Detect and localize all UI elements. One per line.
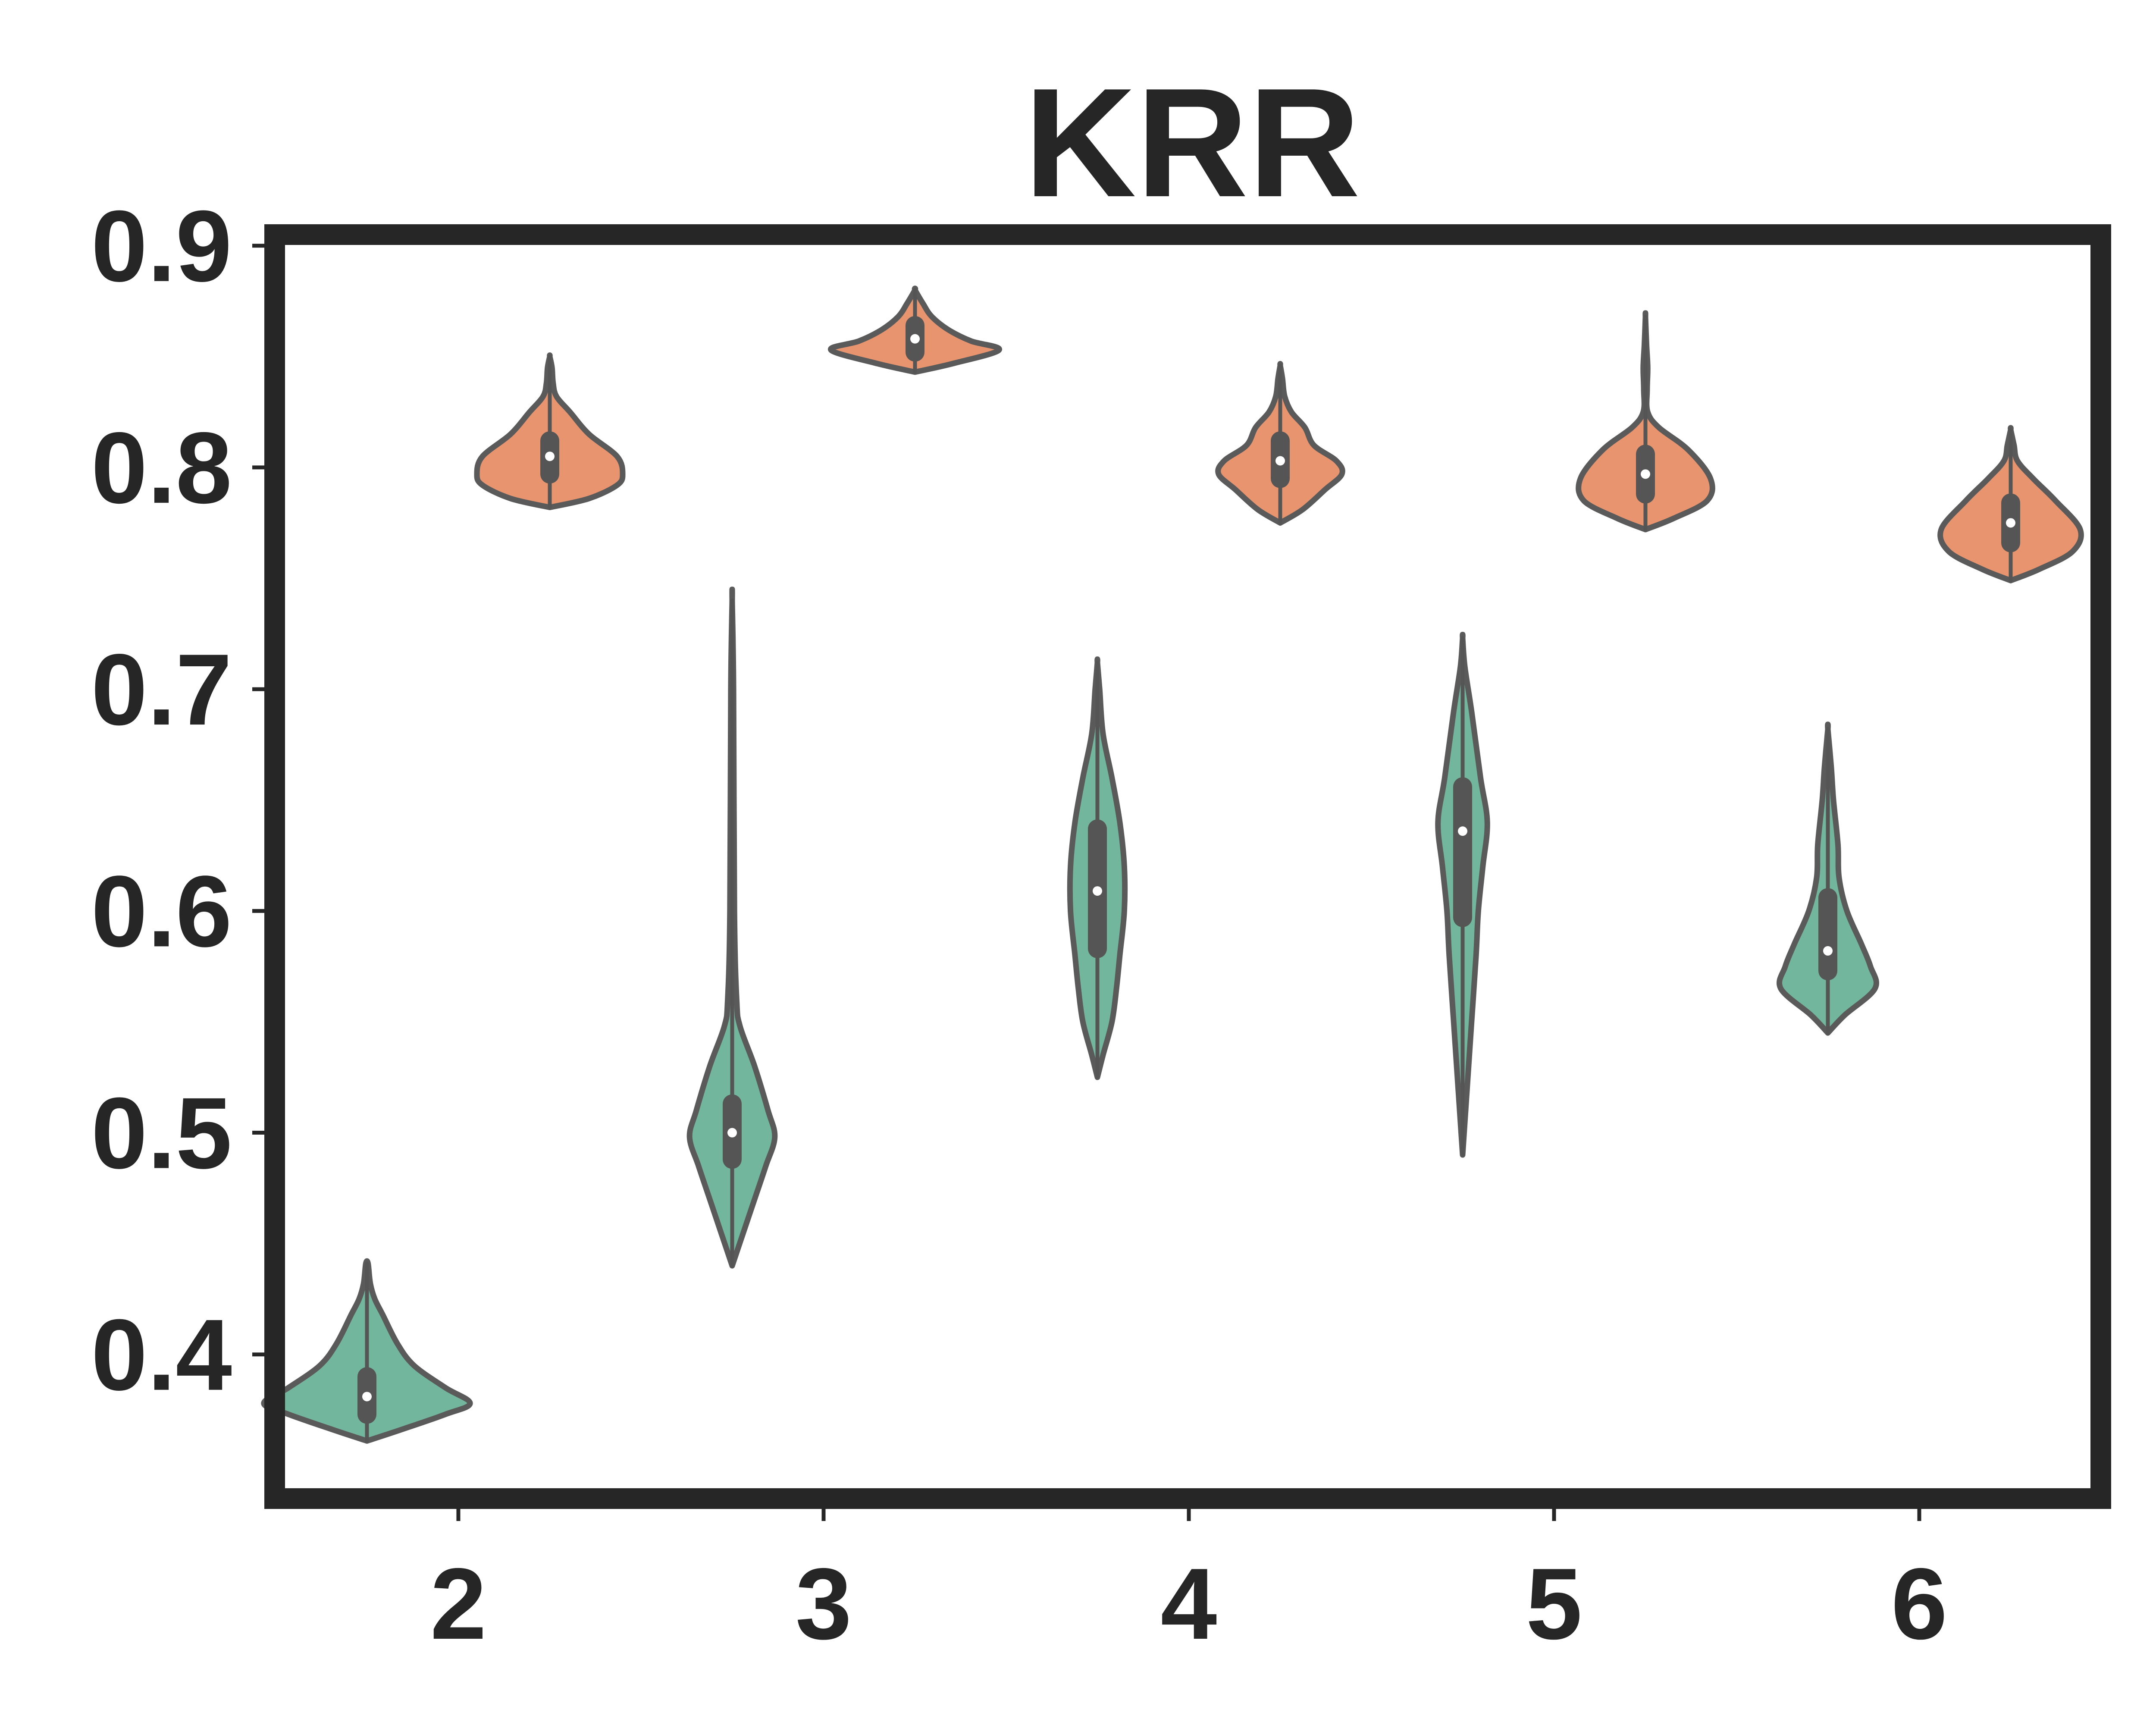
x-tick-label: 4 (1161, 1547, 1217, 1660)
x-tick-label: 5 (1526, 1547, 1583, 1660)
plot-frame (264, 224, 2111, 1509)
violin-6-s1-median-dot (1823, 946, 1833, 956)
violin-3-s1-median-dot (727, 1128, 737, 1138)
violin-2-s1-median-dot (362, 1392, 372, 1402)
plot-area (261, 285, 2084, 1444)
violin-6-s2-median-dot (2006, 518, 2015, 528)
violin-5-s2-median-dot (1641, 469, 1650, 479)
y-tick-label: 0.4 (91, 1298, 232, 1411)
y-tick-label: 0.5 (91, 1076, 232, 1190)
chart-title: KRR (1024, 56, 1360, 229)
y-tick-label: 0.8 (91, 411, 232, 524)
violin-5-s1-median-dot (1458, 826, 1467, 836)
y-tick-label: 0.7 (91, 633, 232, 746)
violin-4-s2-median-dot (1275, 456, 1285, 466)
axes: 0.4 0.5 0.6 0.7 0.8 0.9 2 3 4 5 6 (91, 189, 1947, 1660)
violin-3-s2-median-dot (910, 334, 920, 344)
violin-4-s1-median-dot (1093, 886, 1102, 896)
y-tick-label: 0.6 (91, 854, 232, 968)
y-tick-label: 0.9 (91, 189, 232, 303)
x-tick-label: 2 (430, 1547, 487, 1660)
x-tick-label: 3 (796, 1547, 852, 1660)
x-tick-label: 6 (1891, 1547, 1948, 1660)
violin-2-s2-median-dot (545, 452, 555, 461)
